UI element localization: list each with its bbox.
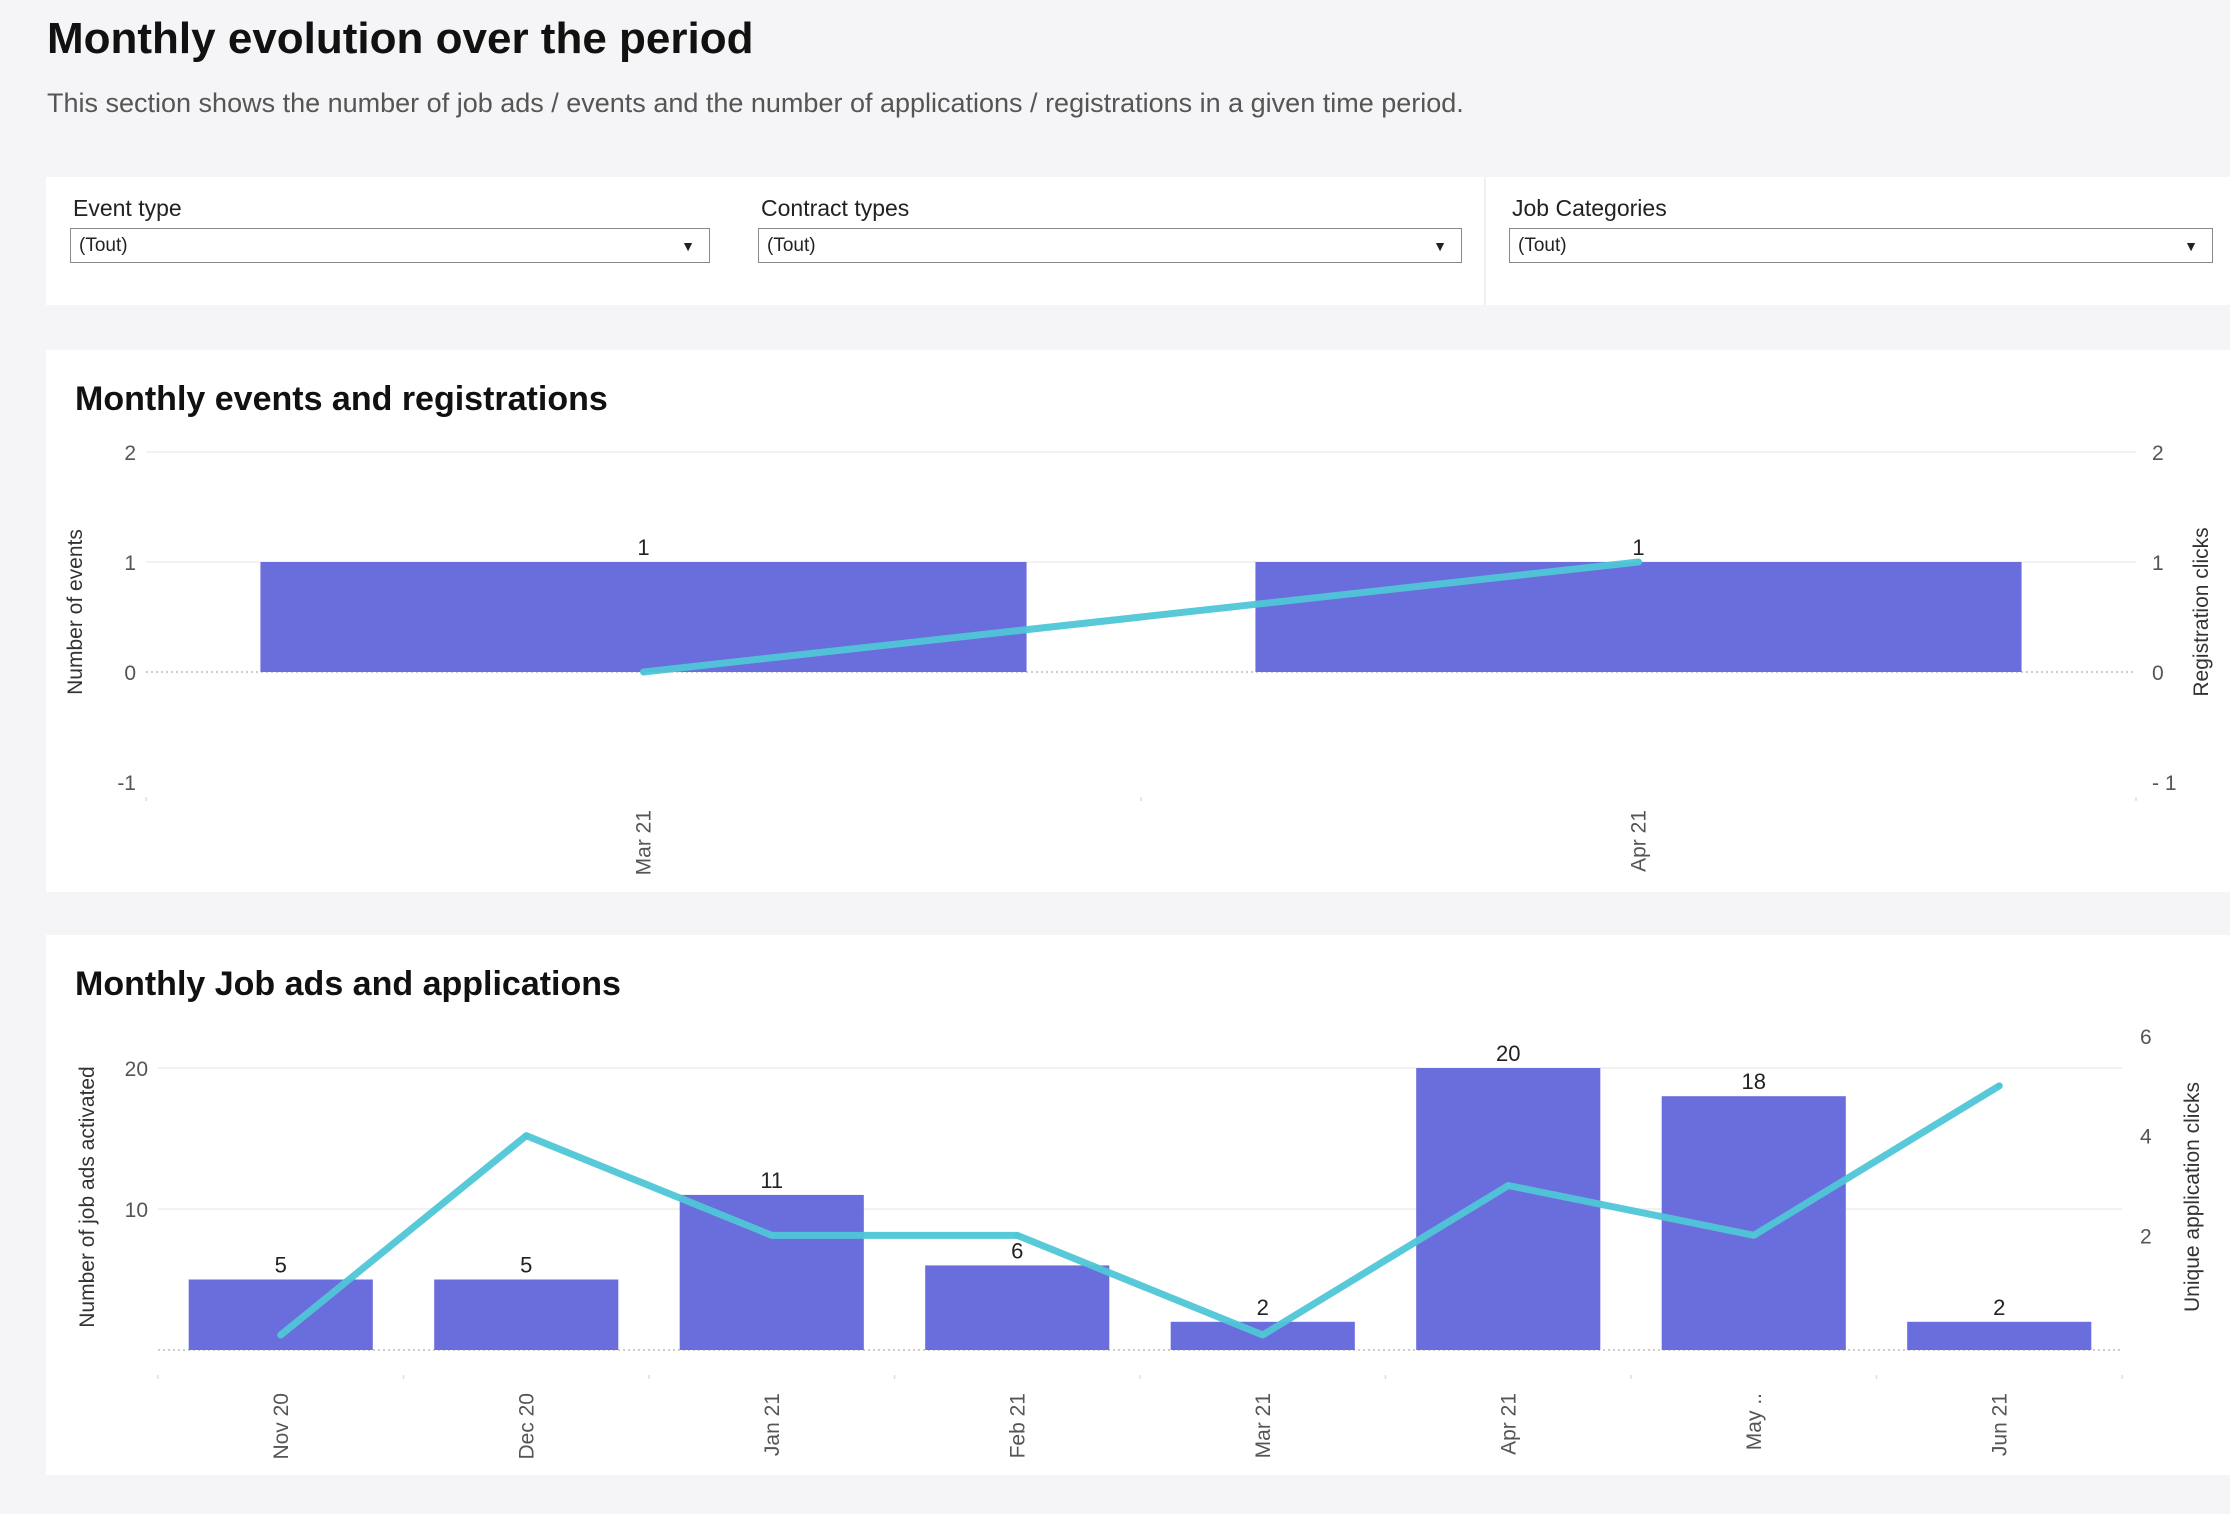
y-right-tick-label: 1 — [2152, 552, 2164, 575]
contract-types-select[interactable]: (Tout) ▼ — [758, 228, 1462, 263]
chart-title: Monthly Job ads and applications — [75, 965, 621, 1003]
bar-value-label: 2 — [1257, 1295, 1269, 1320]
line-point — [277, 1332, 284, 1338]
bar — [188, 1279, 373, 1350]
line-point — [523, 1132, 530, 1139]
x-tick-label: Jan 21 — [761, 1393, 784, 1456]
caret-down-icon: ▼ — [2184, 238, 2198, 254]
x-tick-label: Nov 20 — [270, 1393, 293, 1460]
y-right-tick-label: 4 — [2140, 1126, 2152, 1149]
y-tick-label: 2 — [124, 442, 136, 465]
filter-label: Job Categories — [1512, 195, 1667, 221]
bar-value-label: 5 — [520, 1253, 532, 1278]
line-point — [1635, 559, 1642, 565]
y-right-axis-title: Unique application clicks — [2181, 1082, 2204, 1312]
y-right-tick-label: - 1 — [2152, 772, 2177, 795]
line-point — [1750, 1232, 1757, 1239]
line-point — [640, 669, 647, 675]
x-tick-label: May .. — [1743, 1393, 1766, 1450]
jobads-applications-chart: 20 10 6 4 2 Number of job ads activated Unique… — [76, 1026, 2204, 1460]
y-tick-label: -1 — [117, 772, 136, 795]
event-type-select[interactable]: (Tout) ▼ — [70, 228, 710, 263]
x-tick-label: Apr 21 — [1497, 1393, 1520, 1455]
y-right-tick-label: 2 — [2140, 1225, 2152, 1248]
x-tick-label: Dec 20 — [515, 1393, 538, 1460]
y-right-tick-label: 0 — [2152, 662, 2164, 685]
bar — [1907, 1321, 2092, 1350]
bar — [679, 1194, 864, 1350]
line-point — [1505, 1182, 1512, 1189]
page-subtitle: This section shows the number of job ads… — [47, 88, 1464, 118]
y-tick-label: 1 — [124, 552, 136, 575]
bar — [1255, 562, 2022, 672]
filter-event-type: Event type (Tout) ▼ — [70, 195, 710, 263]
y-tick-label: 0 — [124, 662, 136, 685]
bar-value-label: 5 — [275, 1253, 287, 1278]
x-tick-label: Mar 21 — [633, 810, 656, 875]
filter-job-categories: Job Categories (Tout) ▼ — [1509, 195, 2213, 263]
y-axis-title: Number of job ads activated — [76, 1066, 99, 1327]
bar-value-label: 11 — [760, 1168, 783, 1193]
bar-value-label: 1 — [637, 535, 649, 560]
select-value: (Tout) — [79, 235, 128, 256]
y-right-axis-title: Registration clicks — [2190, 527, 2213, 696]
bar — [434, 1279, 619, 1350]
select-value: (Tout) — [767, 235, 816, 256]
y-tick-label: 10 — [125, 1199, 148, 1222]
line-point — [768, 1232, 775, 1239]
filter-contract-types: Contract types (Tout) ▼ — [758, 195, 1462, 263]
x-tick-label: Mar 21 — [1252, 1393, 1275, 1458]
filter-label: Contract types — [761, 195, 910, 221]
y-axis-title: Number of events — [64, 529, 87, 695]
jobads-chart-panel: Monthly Job ads and applications 20 10 6 4 2… — [46, 935, 2230, 1475]
select-value: (Tout) — [1518, 235, 1567, 256]
bar — [260, 562, 1027, 672]
job-categories-select[interactable]: (Tout) ▼ — [1509, 228, 2213, 263]
series-line — [640, 558, 1642, 676]
y-right-tick-label: 6 — [2140, 1026, 2152, 1049]
caret-down-icon: ▼ — [681, 238, 695, 254]
bar — [925, 1265, 1110, 1350]
page-title: Monthly evolution over the period — [47, 14, 754, 63]
events-registrations-chart: 2 1 0 -1 2 1 0 - 1 Number of events Registration … — [64, 442, 2213, 875]
filter-label: Event type — [73, 195, 182, 221]
bar-value-label: 6 — [1011, 1238, 1023, 1263]
line-point — [1996, 1082, 2003, 1089]
x-tick-label: Feb 21 — [1006, 1393, 1029, 1458]
bar-value-label: 2 — [1993, 1295, 2005, 1320]
bar-value-label: 18 — [1742, 1069, 1766, 1094]
x-tick-label: Apr 21 — [1628, 810, 1651, 872]
caret-down-icon: ▼ — [1433, 238, 1447, 254]
bar-value-label: 1 — [1632, 535, 1644, 560]
series-line — [277, 1082, 2003, 1339]
events-chart-panel: Monthly events and registrations 2 1 0 -1 2 1… — [46, 350, 2230, 892]
y-tick-label: 20 — [125, 1058, 148, 1081]
line-point — [1259, 1332, 1266, 1338]
filters-panel: Event type (Tout) ▼ Contract types (Tout… — [46, 177, 2230, 305]
x-tick-label: Jun 21 — [1988, 1393, 2011, 1456]
line-point — [1014, 1232, 1021, 1239]
bar — [1416, 1068, 1601, 1350]
bar-value-label: 20 — [1496, 1041, 1520, 1066]
filter-divider — [1484, 177, 1486, 305]
chart-title: Monthly events and registrations — [75, 380, 608, 418]
y-right-tick-label: 2 — [2152, 442, 2164, 465]
